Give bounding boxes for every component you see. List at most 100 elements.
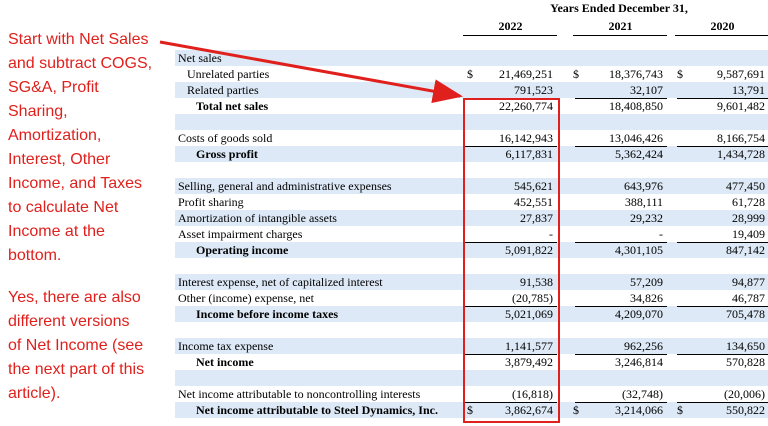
row-label: Asset impairment charges xyxy=(178,227,303,241)
currency-sign: $ xyxy=(677,67,683,81)
annotation-line: bottom. xyxy=(8,247,62,264)
row-label: Net income xyxy=(196,355,254,369)
cell-value: 705,478 xyxy=(726,307,765,321)
sum-rule xyxy=(677,354,768,355)
annotation-line: article). xyxy=(8,385,61,402)
cell-value: 8,166,754 xyxy=(717,131,765,145)
cell-value: 9,587,691 xyxy=(717,67,765,81)
cell-value: 29,232 xyxy=(630,211,663,225)
cell-value: 550,822 xyxy=(726,403,765,417)
row-label: Income tax expense xyxy=(178,339,274,353)
cell-value: 962,256 xyxy=(624,339,663,353)
cell-value: - xyxy=(549,227,553,241)
row-label: Interest expense, net of capitalized int… xyxy=(178,275,383,289)
row-label: Related parties xyxy=(187,83,259,97)
cell-value: 34,826 xyxy=(630,291,663,305)
cell-value: 5,362,424 xyxy=(615,147,663,161)
cell-value: 4,301,105 xyxy=(615,243,663,257)
cell-value: 545,621 xyxy=(514,179,553,193)
cell-value: 18,408,850 xyxy=(609,99,663,113)
year-header: 2022 xyxy=(498,19,523,33)
cell-value: (20,785) xyxy=(512,291,553,305)
annotation-line: Start with Net Sales xyxy=(8,31,149,48)
row-band xyxy=(175,370,768,386)
sum-rule xyxy=(575,242,667,243)
year-header: 2021 xyxy=(608,19,633,33)
currency-sign: $ xyxy=(467,403,473,417)
cell-value: 57,209 xyxy=(630,275,663,289)
cell-value: (16,818) xyxy=(512,387,553,401)
table-header: Years Ended December 31, xyxy=(550,1,688,15)
cell-value: 847,142 xyxy=(726,243,765,257)
cell-value: (32,748) xyxy=(622,387,663,401)
cell-value: - xyxy=(659,227,663,241)
cell-value: 5,021,069 xyxy=(505,307,553,321)
sum-rule xyxy=(677,146,768,147)
cell-value: 9,601,482 xyxy=(717,99,765,113)
row-label: Amortization of intangible assets xyxy=(178,211,337,225)
sum-rule xyxy=(677,402,768,403)
cell-value: 16,142,943 xyxy=(499,131,553,145)
row-band xyxy=(175,50,768,66)
sum-rule xyxy=(575,146,667,147)
header-rule xyxy=(573,35,667,36)
currency-sign: $ xyxy=(467,67,473,81)
cell-value: 22,260,774 xyxy=(499,99,553,113)
row-label: Net income attributable to Steel Dynamic… xyxy=(196,403,438,417)
currency-sign: $ xyxy=(573,67,579,81)
cell-value: 46,787 xyxy=(732,291,765,305)
cell-value: (20,006) xyxy=(724,387,765,401)
currency-sign: $ xyxy=(573,403,579,417)
cell-value: 94,877 xyxy=(732,275,765,289)
sum-rule xyxy=(677,306,768,307)
cell-value: 3,862,674 xyxy=(505,403,553,417)
annotation-line: of Net Income (see xyxy=(8,337,144,354)
row-label: Selling, general and administrative expe… xyxy=(178,179,392,193)
annotation-line: the next part of this xyxy=(8,361,145,378)
cell-value: 3,246,814 xyxy=(615,355,663,369)
cell-value: 28,999 xyxy=(732,211,765,225)
annotation-line: Amortization, xyxy=(8,127,102,144)
annotation-line: SG&A, Profit xyxy=(8,79,99,96)
sum-rule xyxy=(575,402,667,403)
cell-value: 570,828 xyxy=(726,355,765,369)
row-band xyxy=(175,114,768,130)
annotation-line: Yes, there are also xyxy=(8,289,141,306)
annotation-line: Income, and Taxes xyxy=(8,175,143,192)
cell-value: 6,117,831 xyxy=(505,147,553,161)
cell-value: 21,469,251 xyxy=(499,67,553,81)
sum-rule xyxy=(575,98,667,99)
sum-rule xyxy=(677,242,768,243)
row-label: Income before income taxes xyxy=(196,307,339,321)
cell-value: 1,434,728 xyxy=(717,147,765,161)
cell-value: 452,551 xyxy=(514,195,553,209)
cell-value: 791,523 xyxy=(514,83,553,97)
row-label: Operating income xyxy=(196,243,289,257)
row-label: Net income attributable to noncontrollin… xyxy=(178,387,421,401)
annotation-line: different versions xyxy=(8,313,130,330)
cell-value: 4,209,070 xyxy=(615,307,663,321)
annotation-line: Sharing, xyxy=(8,103,68,120)
header-rule xyxy=(463,35,557,36)
row-label: Net sales xyxy=(178,51,222,65)
currency-sign: $ xyxy=(677,403,683,417)
row-label: Other (income) expense, net xyxy=(178,291,314,305)
annotation-line: and subtract COGS, xyxy=(8,55,153,72)
cell-value: 134,650 xyxy=(726,339,765,353)
annotation-line: Income at the xyxy=(8,223,105,240)
cell-value: 61,728 xyxy=(732,195,765,209)
cell-value: 13,046,426 xyxy=(609,131,663,145)
cell-value: 19,409 xyxy=(732,227,765,241)
cell-value: 13,791 xyxy=(732,83,765,97)
cell-value: 18,376,743 xyxy=(609,67,663,81)
row-label: Profit sharing xyxy=(178,195,244,209)
cell-value: 27,837 xyxy=(520,211,553,225)
cell-value: 643,976 xyxy=(624,179,663,193)
cell-value: 3,879,492 xyxy=(505,355,553,369)
sum-rule xyxy=(575,306,667,307)
annotation-line: Interest, Other xyxy=(8,151,111,168)
row-label: Gross profit xyxy=(196,147,258,161)
sum-rule xyxy=(677,98,768,99)
cell-value: 388,111 xyxy=(624,195,663,209)
